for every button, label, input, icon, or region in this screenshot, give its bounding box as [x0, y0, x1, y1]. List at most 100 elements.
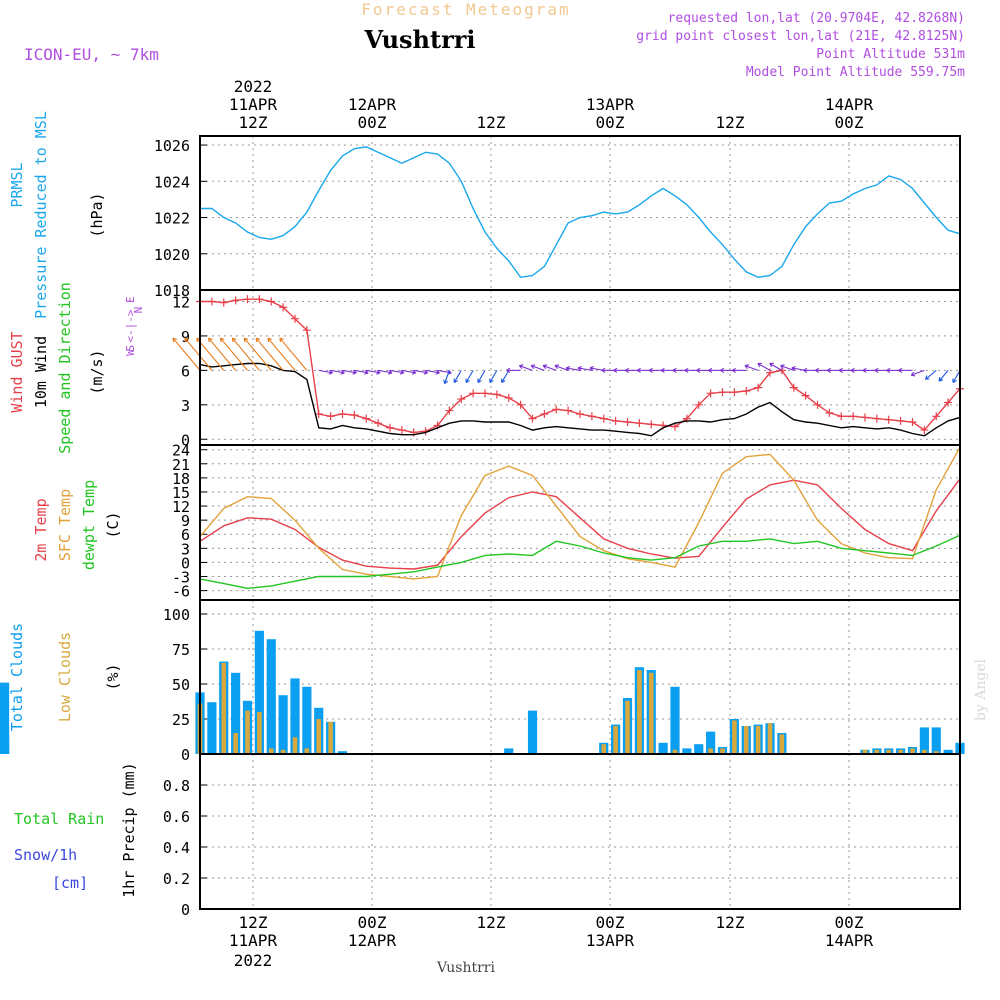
gust-marker	[872, 414, 881, 423]
gust-marker	[611, 416, 620, 425]
y-tick-label: 0.6	[163, 808, 190, 826]
total-cloud-bar	[527, 710, 538, 754]
wind-arrow-head	[208, 337, 213, 343]
y-tick-label: 21	[172, 456, 190, 474]
y-tick-label: 6	[181, 362, 190, 380]
gust-marker	[576, 410, 584, 418]
total-cloud-bar	[266, 639, 276, 754]
wind-arrow-head	[826, 367, 831, 373]
total-cloud-bar	[0, 749, 10, 754]
wind-arrow	[744, 365, 759, 371]
wind-arrow-head	[780, 364, 785, 370]
y-tick-label: -6	[172, 583, 190, 601]
gust-marker	[291, 314, 299, 323]
low-cloud-bar	[708, 748, 713, 754]
total-cloud-bar	[0, 682, 10, 754]
total-cloud-bar	[931, 727, 941, 754]
low-cloud-bar	[779, 734, 785, 754]
total-cloud-bar	[290, 678, 300, 754]
wind-arrow-head	[874, 367, 879, 373]
gust-marker	[231, 296, 240, 305]
wind-arrow-head	[660, 367, 665, 373]
bottom-year-label: 2022	[234, 951, 273, 970]
meteogram-subtitle: Forecast Meteogram	[361, 0, 570, 19]
low-cloud-bar	[292, 737, 298, 754]
gust-marker	[730, 388, 739, 397]
gust-marker	[504, 393, 513, 402]
gust-marker	[718, 388, 727, 397]
gust-marker	[813, 400, 822, 409]
wind-arrow-head	[518, 364, 524, 370]
wind-arrow-head	[757, 362, 762, 368]
wind-arrow-head	[477, 378, 482, 383]
wind-arrow	[453, 370, 462, 383]
top-date-label: 12APR	[348, 95, 397, 114]
wind-arrow-head	[838, 367, 843, 373]
y-tick-label: 0	[181, 431, 190, 449]
snow-label: Snow/1h	[14, 846, 77, 864]
low-clouds-label: Low Clouds	[56, 632, 74, 722]
temp2m-label: 2m Temp	[32, 498, 50, 561]
gust-marker	[492, 390, 501, 399]
total-cloud-bar	[0, 734, 10, 754]
model-label: ICON-EU, ~ 7km	[24, 45, 159, 64]
wind-arrow	[231, 337, 260, 371]
gust-marker	[837, 412, 846, 421]
gust-marker	[552, 405, 561, 414]
total-cloud-bar	[302, 686, 312, 754]
wind-arrow-head	[399, 369, 405, 375]
wind-arrow	[413, 369, 428, 374]
wind-arrow-head	[589, 365, 594, 371]
wind-arrow	[489, 370, 498, 383]
wind-arrow	[342, 369, 357, 374]
low-cloud-bar	[257, 712, 262, 754]
gust-marker	[754, 383, 763, 392]
low-cloud-bar	[280, 749, 286, 754]
gust-marker	[279, 303, 288, 312]
wind-arrow	[542, 365, 557, 371]
location-title: Vushtrri	[364, 25, 476, 54]
low-cloud-bar	[245, 710, 250, 754]
wind-arrow	[566, 367, 581, 371]
wind-arrow	[208, 337, 237, 371]
total-cloud-bar	[658, 742, 668, 754]
wind-arrow-head	[554, 364, 560, 370]
low-cloud-bar	[922, 749, 927, 754]
wind-arrow-head	[672, 367, 677, 373]
gust-label: Wind GUST	[8, 331, 26, 412]
y-tick-label: 1022	[154, 210, 190, 228]
y-tick-label: -3	[172, 569, 190, 587]
wind-arrow-head	[243, 337, 249, 343]
total-cloud-bar	[207, 702, 217, 754]
wind-arrow	[780, 365, 794, 371]
top-year-label: 2022	[234, 77, 273, 96]
bottom-hour-label: 00Z	[358, 913, 387, 932]
low-cloud-bar	[755, 726, 761, 754]
gust-marker	[397, 426, 406, 435]
y-tick-label: 0	[181, 554, 190, 572]
wind-arrow	[531, 365, 545, 371]
wind-arrow	[255, 337, 284, 371]
low-cloud-bar	[304, 748, 310, 754]
clouds-unit: (%)	[104, 663, 122, 690]
wind-arrow-head	[231, 337, 237, 343]
low-cloud-bar	[637, 670, 642, 754]
low-cloud-bar	[613, 726, 618, 754]
top-hour-label: 12Z	[477, 113, 506, 132]
gust-marker	[932, 412, 941, 421]
gust-marker	[540, 410, 549, 418]
y-tick-label: 1026	[154, 137, 190, 155]
total-cloud-bar	[231, 672, 241, 754]
wind-arrow	[401, 369, 416, 374]
compass-south: S	[124, 345, 137, 352]
gust-marker	[338, 410, 347, 418]
wind-arrow-head	[453, 378, 459, 383]
wind-arrow-head	[696, 367, 701, 373]
wind-arrow-head	[648, 367, 653, 373]
wind-arrow-head	[279, 337, 284, 343]
low-cloud-bar	[648, 672, 654, 754]
wind-arrow-head	[501, 378, 506, 383]
y-tick-label: 9	[181, 328, 190, 346]
total-cloud-bar	[254, 630, 264, 754]
wind-arrow	[952, 370, 961, 383]
